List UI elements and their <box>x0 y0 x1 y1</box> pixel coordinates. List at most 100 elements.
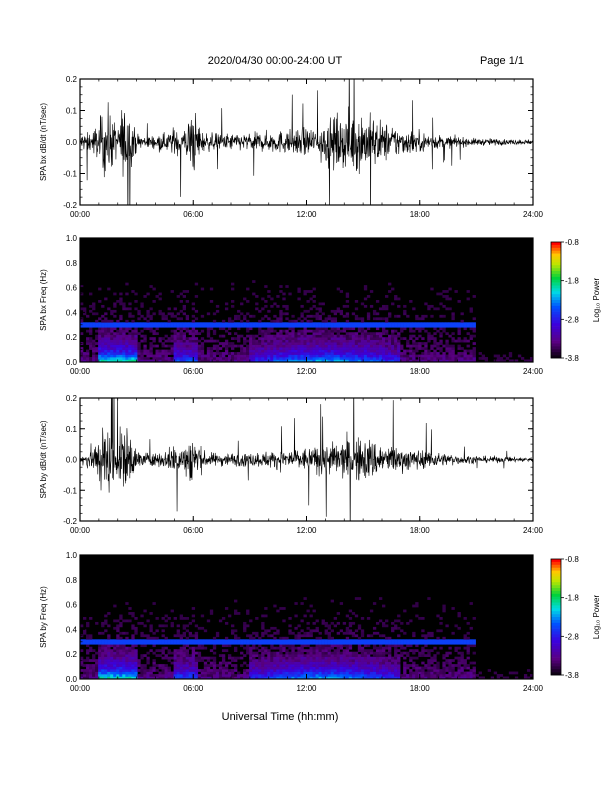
heatmap-cell <box>161 641 165 645</box>
heatmap-cell <box>339 676 344 680</box>
heatmap-cell <box>394 619 398 623</box>
heatmap-cell <box>439 322 443 326</box>
heatmap-cell <box>357 342 362 345</box>
heatmap-cell <box>309 669 313 672</box>
heatmap-cell <box>427 639 431 643</box>
heatmap-cell <box>394 624 398 628</box>
heatmap-cell <box>285 674 289 677</box>
heatmap-cell <box>116 664 120 667</box>
heatmap-cell <box>191 639 196 643</box>
heatmap-cell <box>179 354 183 358</box>
heatmap-cell <box>252 354 256 358</box>
heatmap-cell <box>372 312 377 316</box>
heatmap-cell <box>197 352 202 355</box>
heatmap-cell <box>282 649 286 653</box>
heatmap-cell <box>321 302 325 306</box>
heatmap-cell <box>152 300 156 303</box>
heatmap-cell <box>363 676 368 680</box>
heatmap-cell <box>176 659 180 662</box>
heatmap-cell <box>113 641 117 645</box>
heatmap-cell <box>409 671 413 675</box>
heatmap-cell <box>457 612 461 615</box>
heatmap-cell <box>348 334 353 338</box>
heatmap-cell <box>357 339 362 343</box>
heatmap-cell <box>98 674 102 677</box>
heatmap-cell <box>454 664 458 667</box>
heatmap-cell <box>255 661 259 665</box>
heatmap-cell <box>442 324 446 328</box>
heatmap-cell <box>134 354 138 358</box>
heatmap-cell <box>300 354 304 358</box>
heatmap-cell <box>460 322 464 326</box>
heatmap-cell <box>203 324 208 328</box>
heatmap-cell <box>188 666 193 670</box>
heatmap-cell <box>309 649 313 653</box>
heatmap-cell <box>297 666 301 670</box>
heatmap-cell <box>131 322 135 326</box>
heatmap-cell <box>448 676 452 680</box>
heatmap-cell <box>194 309 199 313</box>
heatmap-cell <box>366 349 371 353</box>
heatmap-cell <box>119 357 123 360</box>
heatmap-cell <box>167 344 171 348</box>
heatmap-cell <box>300 659 304 662</box>
heatmap-cell <box>155 617 159 620</box>
heatmap-cell <box>164 636 168 640</box>
heatmap-cell <box>104 332 108 336</box>
heatmap-cell <box>288 292 292 296</box>
heatmap-cell <box>333 342 337 345</box>
colorbar-segment <box>551 666 561 670</box>
heatmap-cell <box>134 669 138 672</box>
heatmap-cell <box>285 307 289 311</box>
heatmap-cell <box>161 324 165 328</box>
heatmap-cell <box>342 654 347 657</box>
heatmap-cell <box>194 282 199 286</box>
heatmap-cell <box>249 314 253 318</box>
heatmap-cell <box>412 324 416 328</box>
heatmap-cell <box>264 314 268 318</box>
heatmap-cell <box>385 339 389 343</box>
heatmap-cell <box>134 339 138 343</box>
heatmap-cell <box>279 309 283 313</box>
heatmap-cell <box>83 676 87 680</box>
heatmap-cell <box>264 322 268 326</box>
heatmap-cell <box>107 307 111 311</box>
heatmap-cell <box>351 359 356 363</box>
heatmap-cell <box>218 639 223 643</box>
heatmap-cell <box>363 671 368 675</box>
heatmap-cell <box>439 339 443 343</box>
heatmap-cell <box>119 337 123 340</box>
heatmap-cell <box>215 347 220 350</box>
heatmap-cell <box>134 661 138 665</box>
heatmap-cell <box>427 666 431 670</box>
heatmap-cell <box>110 337 114 340</box>
heatmap-cell <box>403 674 407 677</box>
heatmap-cell <box>224 324 229 328</box>
heatmap-cell <box>436 324 440 328</box>
heatmap-cell <box>463 639 467 643</box>
colorbar-segment <box>551 242 561 246</box>
heatmap-cell <box>173 676 177 680</box>
heatmap-cell <box>511 359 516 363</box>
heatmap-cell <box>297 654 301 657</box>
heatmap-cell <box>146 619 150 623</box>
heatmap-cell <box>149 669 153 672</box>
heatmap-cell <box>110 322 114 326</box>
heatmap-cell <box>188 349 193 353</box>
heatmap-cell <box>345 342 350 345</box>
heatmap-cell <box>134 357 138 360</box>
heatmap-cell <box>279 607 283 610</box>
heatmap-cell <box>137 312 141 316</box>
heatmap-cell <box>481 354 485 358</box>
heatmap-cell <box>119 617 123 620</box>
heatmap-cell <box>397 619 401 623</box>
heatmap-cell <box>294 646 298 650</box>
heatmap-cell <box>158 624 162 628</box>
heatmap-cell <box>348 344 353 348</box>
heatmap-cell <box>382 349 386 353</box>
heatmap-cell <box>158 671 162 675</box>
heatmap-cell <box>173 349 177 353</box>
heatmap-cell <box>212 324 217 328</box>
heatmap-cell <box>258 676 262 680</box>
heatmap-cell <box>276 332 280 336</box>
